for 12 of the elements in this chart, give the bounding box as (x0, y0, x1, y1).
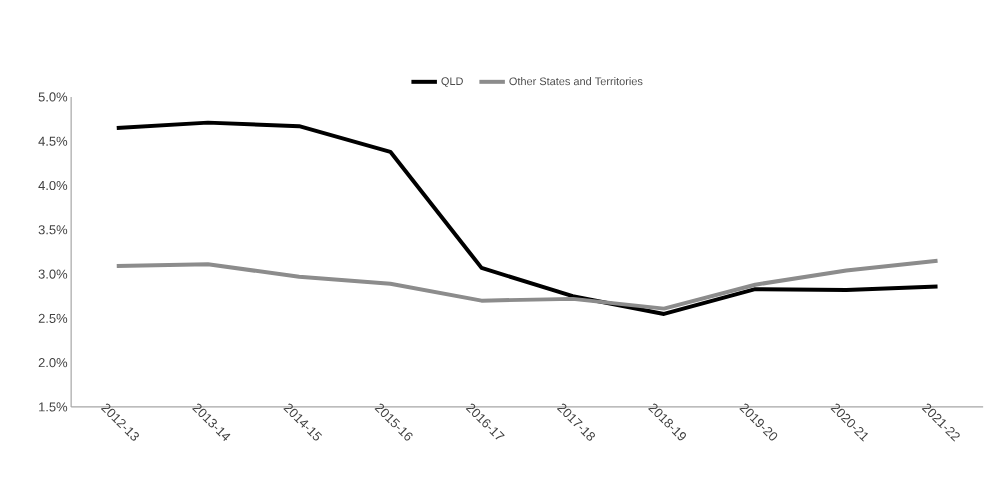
y-tick-label: 2.0% (38, 358, 68, 368)
y-tick-label: 5.0% (38, 92, 68, 102)
y-tick-label: 4.5% (38, 136, 68, 146)
legend-label: QLD (441, 77, 463, 87)
y-tick-label: 3.0% (38, 269, 68, 279)
y-tick-label: 3.5% (38, 225, 68, 235)
legend-label: Other States and Territories (509, 77, 643, 86)
line-series (114, 120, 940, 316)
y-tick-label: 4.0% (38, 180, 68, 191)
line-series (114, 258, 940, 311)
y-tick-label: 1.5% (39, 402, 68, 412)
y-tick-label: 2.5% (38, 313, 68, 323)
